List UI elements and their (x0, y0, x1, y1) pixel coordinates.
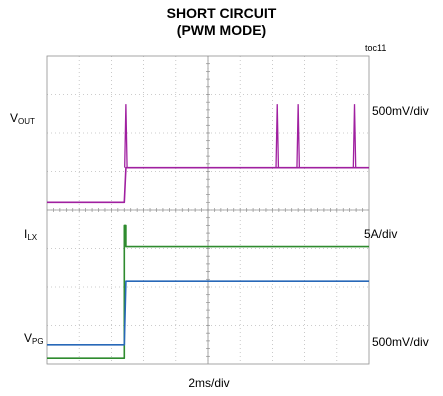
channel-scale-vout: 500mV/div (372, 104, 429, 118)
trace-ilx (47, 166, 369, 204)
current-spike (296, 104, 301, 168)
channel-scale-vpg: 500mV/div (372, 335, 429, 349)
current-spike (275, 104, 280, 168)
current-spike (124, 104, 128, 168)
current-spike (352, 104, 357, 168)
trace-vout (47, 224, 369, 360)
traces (47, 104, 369, 360)
channel-scale-ilx: 5A/div (364, 227, 398, 241)
chart-title: SHORT CIRCUIT (166, 5, 277, 21)
channel-label-vout: VOUT (10, 111, 35, 126)
trace-vpg (47, 280, 369, 346)
channel-label-ilx: ILX (24, 227, 38, 242)
channel-label-vpg: VPG (24, 331, 44, 346)
x-axis-label: 2ms/div (188, 376, 229, 390)
grid (46, 55, 370, 365)
figure-id: toc11 (365, 43, 386, 53)
plot-frame (46, 55, 370, 365)
chart-subtitle: (PWM MODE) (176, 22, 267, 38)
